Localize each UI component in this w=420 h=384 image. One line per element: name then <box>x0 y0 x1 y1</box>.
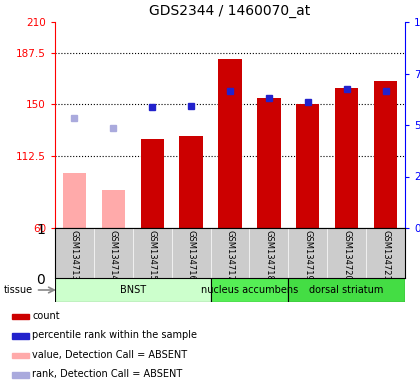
Bar <box>374 81 397 228</box>
Text: BNST: BNST <box>120 285 146 295</box>
Text: GSM134714: GSM134714 <box>109 230 118 281</box>
Text: GSM134715: GSM134715 <box>148 230 157 281</box>
Bar <box>289 278 405 302</box>
Bar <box>13 372 29 378</box>
Text: count: count <box>32 311 60 321</box>
Bar <box>63 173 86 228</box>
Text: value, Detection Call = ABSENT: value, Detection Call = ABSENT <box>32 350 187 360</box>
Bar <box>55 278 210 302</box>
Bar <box>141 139 164 228</box>
Text: percentile rank within the sample: percentile rank within the sample <box>32 330 197 340</box>
Bar <box>13 353 29 359</box>
Bar <box>218 59 241 228</box>
Text: GSM134719: GSM134719 <box>303 230 312 281</box>
Bar <box>210 278 289 302</box>
Bar <box>102 190 125 228</box>
Text: nucleus accumbens: nucleus accumbens <box>201 285 298 295</box>
Text: GSM134721: GSM134721 <box>381 230 390 281</box>
Bar <box>179 136 203 228</box>
Text: GSM134716: GSM134716 <box>186 230 196 281</box>
Bar <box>13 314 29 319</box>
Bar <box>13 333 29 339</box>
Text: GSM134717: GSM134717 <box>226 230 234 281</box>
Bar <box>257 98 281 228</box>
Bar <box>296 104 320 228</box>
Title: GDS2344 / 1460070_at: GDS2344 / 1460070_at <box>150 4 311 18</box>
Text: rank, Detection Call = ABSENT: rank, Detection Call = ABSENT <box>32 369 182 379</box>
Text: GSM134718: GSM134718 <box>264 230 273 281</box>
Text: GSM134720: GSM134720 <box>342 230 351 281</box>
Text: tissue: tissue <box>4 285 33 295</box>
Bar <box>335 88 358 228</box>
Text: dorsal striatum: dorsal striatum <box>310 285 384 295</box>
Text: GSM134713: GSM134713 <box>70 230 79 281</box>
